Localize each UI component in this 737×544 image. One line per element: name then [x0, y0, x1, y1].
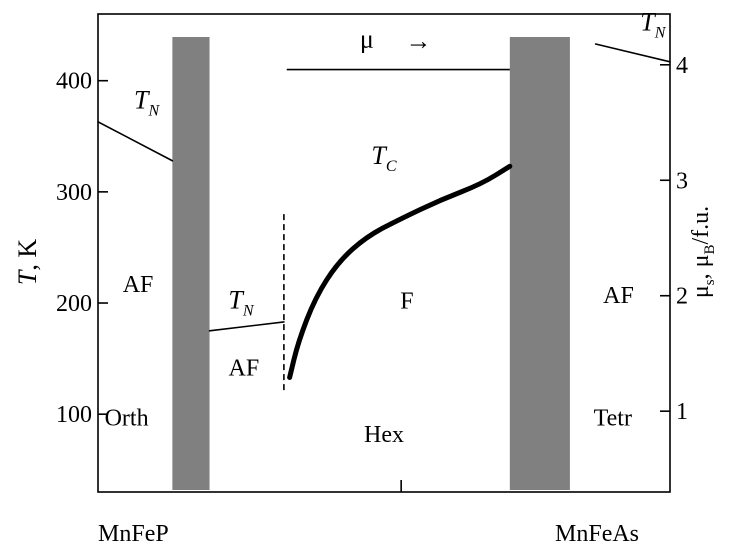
- right-tick-label: 2: [676, 284, 688, 310]
- transition-temperature-label: TC: [371, 141, 396, 175]
- neel-temperature-line-0: [97, 121, 174, 162]
- right-axis-ticks: 1 2 3 4: [660, 53, 688, 425]
- moment-label: μ: [360, 25, 374, 54]
- right-axis-label: μs, μB/f.u.: [688, 206, 718, 298]
- magnetic-phase-label: AF: [229, 355, 260, 381]
- right-tick-label: 4: [676, 53, 688, 79]
- shaded-band-0: [172, 37, 210, 490]
- x-axis-left-end-label: MnFeP: [98, 521, 169, 544]
- moment-arrow-icon: →: [405, 27, 431, 56]
- left-axis-ticks: 100 200 300 400: [56, 69, 108, 428]
- left-tick-label: 300: [56, 180, 92, 206]
- right-tick-label: 1: [676, 399, 688, 425]
- structure-label: Tetr: [594, 405, 632, 431]
- diagram-labels: μ → Orth Hex Tetr AF AF F AF TN TN TC TN: [105, 8, 667, 448]
- neel-temperature-line-1: [208, 321, 285, 332]
- transition-temperature-label: TN: [228, 286, 254, 320]
- magnetic-phase-label: AF: [123, 272, 154, 298]
- transition-bands: [172, 37, 570, 490]
- magnetic-phase-label: F: [400, 289, 413, 315]
- x-axis-right-end-label: MnFeAs: [555, 521, 639, 544]
- left-tick-label: 400: [56, 69, 92, 95]
- transition-temperature-label: TN: [640, 8, 666, 42]
- left-tick-label: 200: [56, 291, 92, 317]
- left-tick-label: 100: [56, 402, 92, 428]
- transition-temperature-label: TN: [134, 85, 160, 119]
- structure-label: Hex: [364, 422, 404, 448]
- transition-curves: [97, 43, 671, 381]
- neel-temperature-line-2: [594, 43, 671, 63]
- shaded-band-1: [509, 37, 570, 490]
- structure-label: Orth: [105, 405, 149, 431]
- right-tick-label: 3: [676, 168, 688, 194]
- magnetic-phase-label: AF: [603, 283, 634, 309]
- left-axis-label: T, K: [13, 239, 42, 285]
- curie-temperature-curve: [287, 163, 513, 381]
- plot-frame: [97, 13, 671, 493]
